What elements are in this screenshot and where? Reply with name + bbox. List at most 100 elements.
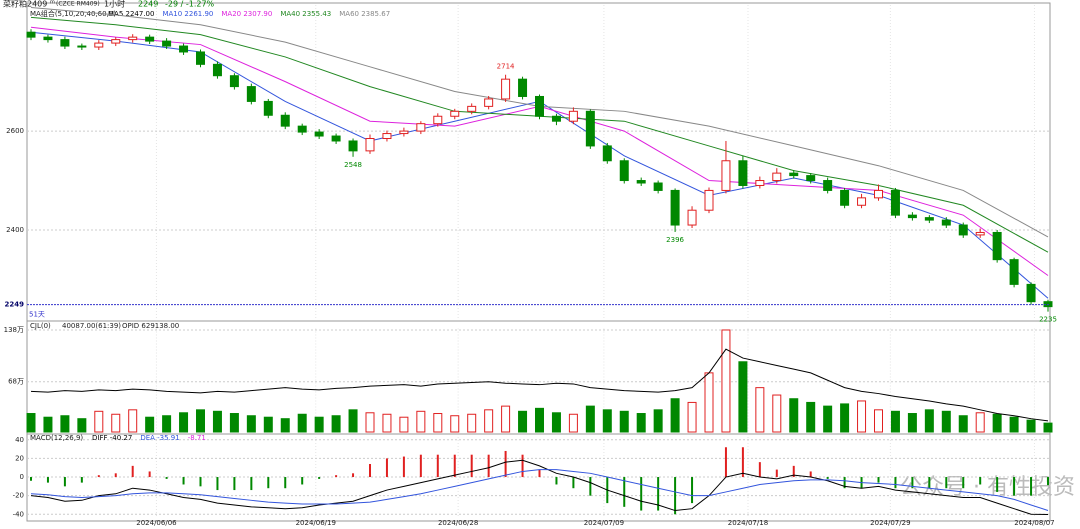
period: 1小时 xyxy=(104,0,125,9)
candle-body xyxy=(1009,259,1019,285)
x-tick-label: 2024/07/09 xyxy=(584,519,624,527)
candle-body xyxy=(60,39,70,47)
candle-body xyxy=(501,78,511,100)
volume-bar xyxy=(840,403,850,433)
volume-bar xyxy=(501,405,511,433)
panel-title: CJL(0) xyxy=(30,322,51,330)
x-tick-label: 2024/07/18 xyxy=(728,519,768,527)
price: 2249 xyxy=(138,0,158,9)
volume-bar xyxy=(772,394,782,433)
volume-bar xyxy=(636,413,646,433)
candle-body xyxy=(721,160,731,191)
y-tick-label: 2400 xyxy=(6,226,24,234)
candle-body xyxy=(145,36,155,42)
legend-item: MA60 2385.67 xyxy=(339,10,390,18)
volume-bar xyxy=(518,410,528,433)
x-tick-label: 2024/06/06 xyxy=(136,519,177,527)
volume-bar xyxy=(687,401,697,433)
legend-item: MA20 2307.90 xyxy=(221,10,272,18)
candle-body xyxy=(484,98,494,107)
candle-body xyxy=(670,189,680,226)
volume-bar xyxy=(1009,416,1019,433)
volume-bar xyxy=(958,415,968,433)
panel-info: 40087.00(61:39) xyxy=(62,322,121,330)
volume-bar xyxy=(585,405,595,433)
candle-body xyxy=(602,145,612,162)
volume-bar xyxy=(535,407,544,433)
candle-body xyxy=(941,219,951,226)
candle-body xyxy=(619,160,629,182)
volume-bar xyxy=(43,416,53,433)
volume-bar xyxy=(551,412,561,433)
candle-body xyxy=(416,123,426,132)
candle-body xyxy=(162,40,172,47)
volume-bar xyxy=(263,416,273,433)
candle-body xyxy=(467,105,477,112)
volume-bar xyxy=(602,409,612,433)
candle-body xyxy=(179,45,189,53)
legend-title: MA组合(5,10,20,40,60,0) xyxy=(30,9,116,18)
x-tick-label: 2024/06/28 xyxy=(438,519,478,527)
candle-body xyxy=(755,180,765,186)
volume-bar xyxy=(907,413,917,433)
candle-body xyxy=(907,214,917,219)
volume-bar xyxy=(874,409,883,433)
legend-item: DIFF -40.27 xyxy=(92,434,132,442)
extreme-label: 2235 xyxy=(1039,316,1057,324)
y-tick-label: 0 xyxy=(20,473,24,481)
volume-bar xyxy=(212,410,222,433)
volume-bar xyxy=(179,412,189,433)
candle-body xyxy=(331,135,341,142)
volume-bar xyxy=(721,329,731,433)
legend-item: -8.71 xyxy=(188,434,206,442)
x-tick-label: 2024/07/29 xyxy=(870,519,910,527)
legend-item: MA40 2355.43 xyxy=(280,10,331,18)
current-note: 51天 xyxy=(29,311,45,319)
volume-bar xyxy=(670,398,680,433)
extreme-label: 2548 xyxy=(344,161,362,169)
volume-bar xyxy=(568,413,578,433)
candle-body xyxy=(297,125,307,133)
volume-bar xyxy=(128,409,138,433)
candle-body xyxy=(924,217,934,221)
candle-body xyxy=(857,197,867,206)
candle-body xyxy=(26,31,36,38)
volume-bar xyxy=(196,409,205,433)
volume-bar xyxy=(484,409,494,433)
legend-item: MA5 2247.00 xyxy=(108,10,154,18)
volume-bar xyxy=(704,372,714,433)
frame xyxy=(26,2,1051,522)
candle-body xyxy=(1026,283,1036,303)
panel-title: MACD(12,26,9) xyxy=(30,434,83,442)
candle-body xyxy=(263,100,273,116)
volume-bar xyxy=(975,412,985,433)
volume-bar xyxy=(924,409,934,433)
panel-info: OPID 629138.00 xyxy=(122,322,179,330)
legend-item: MA10 2261.90 xyxy=(162,10,213,18)
candle-body xyxy=(636,180,646,184)
volume-bar xyxy=(246,415,256,433)
diff-line xyxy=(30,459,1049,516)
volume-bar xyxy=(297,413,307,433)
volume-bar xyxy=(416,410,426,433)
symbol-code: (CZCE RM409) xyxy=(56,1,100,8)
candle-body xyxy=(518,78,528,97)
volume-bar xyxy=(365,412,375,433)
volume-bar xyxy=(382,413,392,433)
candle-body xyxy=(399,130,409,135)
candle-body xyxy=(535,95,544,117)
candle-body xyxy=(772,172,782,182)
extreme-label: 2714 xyxy=(497,63,515,71)
y-tick-label: -40 xyxy=(13,510,24,518)
candle-body xyxy=(840,189,850,206)
dea-line xyxy=(30,469,1049,511)
volume-bar xyxy=(77,418,87,433)
volume-bar xyxy=(1043,422,1053,433)
volume-bar xyxy=(94,410,104,433)
y-tick-label: 68万 xyxy=(8,378,24,386)
volume-bar xyxy=(26,413,36,433)
volume-bar xyxy=(467,413,477,433)
candle-body xyxy=(94,42,104,48)
volume-bar xyxy=(857,400,867,433)
candle-body xyxy=(365,138,375,152)
